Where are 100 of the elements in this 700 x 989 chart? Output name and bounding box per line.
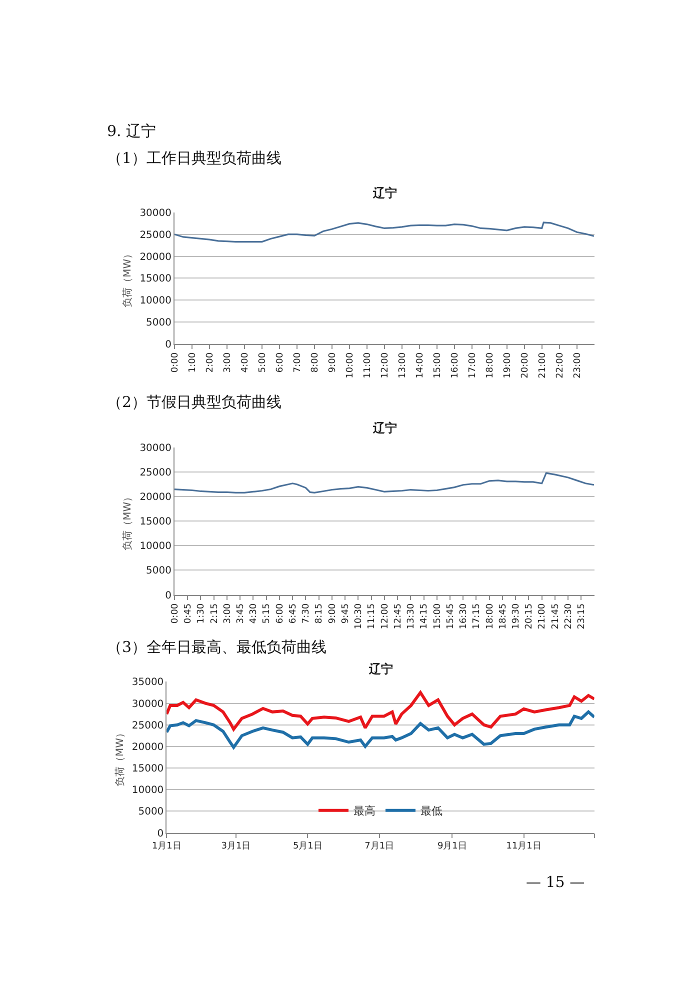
x-tick-label: 12:00 bbox=[380, 352, 390, 378]
line-series bbox=[174, 472, 594, 494]
x-tick-label: 14:00 bbox=[415, 352, 426, 378]
x-tick-label: 13:30 bbox=[406, 603, 417, 630]
text: — 15 — bbox=[526, 873, 585, 891]
y-tick-label: 20000 bbox=[140, 252, 172, 263]
x-tick-label: 18:00 bbox=[485, 352, 496, 378]
y-tick-label: 0 bbox=[165, 590, 172, 602]
y-tick-label: 25000 bbox=[140, 230, 172, 241]
x-tick-label: 7月1日 bbox=[364, 842, 394, 852]
x-tick-label: 19:30 bbox=[512, 603, 522, 630]
x-tick-label: 15:45 bbox=[446, 603, 456, 630]
x-tick-label: 18:00 bbox=[485, 603, 496, 630]
y-tick-label: 5000 bbox=[146, 317, 172, 328]
y-tick-label: 10000 bbox=[140, 296, 172, 307]
x-tick-label: 2:00 bbox=[205, 352, 216, 373]
y-tick-label: 0 bbox=[157, 828, 164, 840]
x-tick-label: 9:00 bbox=[328, 603, 338, 624]
chart-title: 辽宁 bbox=[368, 662, 393, 676]
chart-title: 辽宁 bbox=[372, 421, 397, 435]
x-tick-label: 1月1日 bbox=[152, 842, 182, 852]
x-tick-label: 1:30 bbox=[196, 603, 207, 624]
text: （2）节假日典型负荷曲线 bbox=[107, 393, 282, 411]
x-tick-label: 5:00 bbox=[258, 352, 268, 373]
line-series bbox=[166, 710, 594, 749]
y-tick-label: 0 bbox=[165, 339, 172, 350]
y-tick-label: 35000 bbox=[132, 677, 164, 688]
y-tick-label: 5000 bbox=[146, 566, 172, 577]
line-series bbox=[166, 690, 594, 731]
x-tick-label: 15:00 bbox=[432, 603, 443, 630]
x-tick-label: 20:00 bbox=[520, 352, 530, 378]
x-tick-label: 11月1日 bbox=[506, 842, 542, 852]
x-tick-label: 6:45 bbox=[288, 603, 298, 624]
y-tick-label: 5000 bbox=[138, 806, 164, 818]
x-tick-label: 6:00 bbox=[275, 352, 286, 373]
x-tick-label: 21:00 bbox=[538, 603, 548, 630]
y-axis-title: 负荷（MW） bbox=[122, 492, 134, 550]
text: 9. 辽宁 bbox=[107, 122, 156, 140]
x-tick-label: 23:00 bbox=[572, 352, 583, 378]
y-tick-label: 15000 bbox=[132, 764, 164, 775]
x-tick-label: 3:00 bbox=[222, 603, 233, 624]
text: （1）工作日典型负荷曲线 bbox=[107, 149, 282, 167]
y-tick-label: 25000 bbox=[132, 720, 164, 732]
line-series bbox=[174, 222, 594, 243]
x-tick-label: 3:45 bbox=[236, 603, 246, 624]
x-tick-label: 5:15 bbox=[262, 603, 272, 624]
x-tick-label: 3月1日 bbox=[221, 842, 251, 852]
y-axis-title: 负荷（MW） bbox=[122, 248, 134, 308]
x-tick-label: 11:00 bbox=[362, 352, 373, 378]
x-tick-label: 12:00 bbox=[380, 603, 390, 630]
y-tick-label: 15000 bbox=[140, 516, 172, 528]
x-tick-label: 9:45 bbox=[340, 603, 351, 624]
x-tick-label: 0:00 bbox=[170, 603, 180, 624]
x-tick-label: 16:30 bbox=[459, 603, 470, 630]
y-tick-label: 25000 bbox=[140, 468, 172, 479]
x-tick-label: 22:00 bbox=[555, 352, 566, 378]
legend-label: 最低 bbox=[420, 804, 442, 818]
x-tick-label: 16:00 bbox=[450, 352, 460, 378]
x-tick-label: 10:00 bbox=[345, 352, 356, 378]
x-tick-label: 15:00 bbox=[432, 352, 443, 378]
legend-label: 最高 bbox=[353, 804, 376, 818]
x-tick-label: 5月1日 bbox=[292, 842, 322, 852]
x-tick-label: 4:30 bbox=[249, 603, 260, 624]
y-tick-label: 15000 bbox=[140, 274, 172, 285]
x-tick-label: 4:00 bbox=[240, 352, 250, 373]
x-tick-label: 10:30 bbox=[354, 603, 364, 630]
x-tick-label: 9月1日 bbox=[437, 842, 467, 852]
x-tick-label: 17:15 bbox=[472, 603, 482, 630]
x-tick-label: 21:45 bbox=[550, 603, 561, 630]
x-tick-label: 11:15 bbox=[367, 603, 378, 630]
x-tick-label: 22:30 bbox=[564, 603, 574, 630]
y-tick-label: 20000 bbox=[132, 742, 164, 753]
x-tick-label: 18:45 bbox=[498, 603, 508, 630]
x-tick-label: 19:00 bbox=[502, 352, 513, 378]
text: （3）全年日最高、最低负荷曲线 bbox=[107, 638, 327, 656]
x-tick-label: 12:45 bbox=[393, 603, 404, 630]
x-tick-label: 7:30 bbox=[302, 603, 312, 624]
x-tick-label: 23:15 bbox=[577, 603, 588, 630]
x-tick-label: 9:00 bbox=[328, 352, 338, 373]
y-tick-label: 10000 bbox=[140, 541, 172, 552]
x-tick-label: 0:00 bbox=[170, 352, 180, 373]
x-tick-label: 0:45 bbox=[184, 603, 194, 624]
y-tick-label: 20000 bbox=[140, 492, 172, 504]
y-tick-label: 30000 bbox=[140, 208, 172, 219]
chart-title: 辽宁 bbox=[372, 186, 397, 200]
x-tick-label: 3:00 bbox=[222, 352, 233, 373]
y-axis-title: 负荷（MW） bbox=[114, 728, 126, 787]
x-tick-label: 14:15 bbox=[420, 603, 430, 630]
x-tick-label: 8:00 bbox=[310, 352, 320, 373]
x-tick-label: 17:00 bbox=[468, 352, 478, 378]
x-tick-label: 13:00 bbox=[398, 352, 408, 378]
x-tick-label: 2:15 bbox=[210, 603, 220, 624]
y-tick-label: 30000 bbox=[132, 698, 164, 710]
x-tick-label: 6:00 bbox=[275, 603, 286, 624]
x-tick-label: 8:15 bbox=[314, 603, 325, 624]
x-tick-label: 20:15 bbox=[524, 603, 535, 630]
y-tick-label: 10000 bbox=[132, 785, 164, 796]
x-tick-label: 21:00 bbox=[538, 352, 548, 378]
y-tick-label: 30000 bbox=[140, 443, 172, 454]
x-tick-label: 7:00 bbox=[292, 352, 303, 373]
